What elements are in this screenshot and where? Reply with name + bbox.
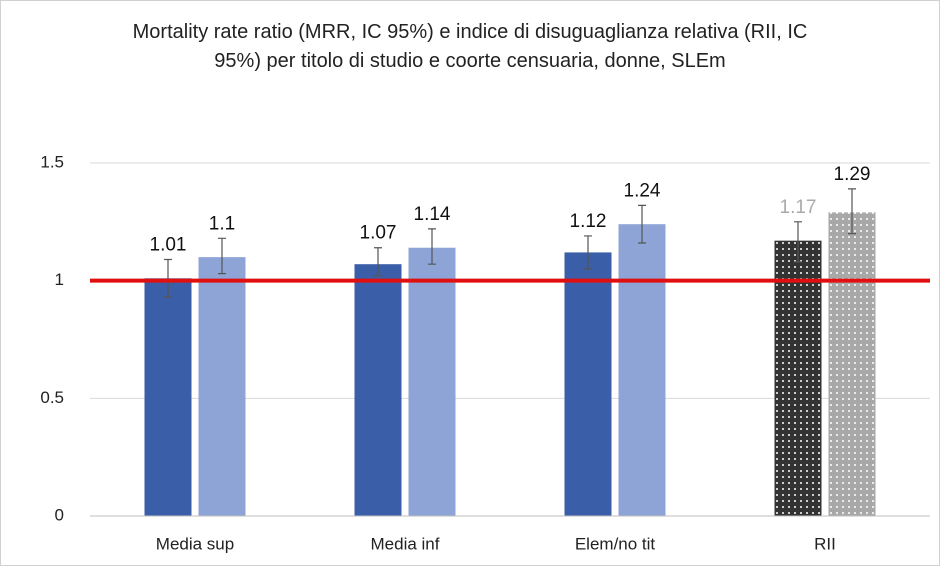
error-bar [584,235,592,270]
bar [828,212,876,517]
error-bar [638,204,646,244]
x-tick-label: Elem/no tit [575,534,656,553]
error-bar [164,258,172,298]
data-label: 1.14 [414,204,451,225]
error-bar [794,221,802,263]
y-tick-label: 1.5 [40,152,64,171]
data-label: 1.1 [209,213,235,234]
bar [774,240,822,516]
data-label: 1.12 [570,211,607,232]
data-label: 1.29 [834,164,871,185]
bar [354,264,402,516]
error-bar [428,228,436,265]
error-bar [218,237,226,275]
x-tick-label: RII [814,534,836,553]
x-tick-label: Media inf [371,534,440,553]
bar [564,252,612,516]
chart-title: Mortality rate ratio (MRR, IC 95%) e ind… [132,21,808,72]
bar [408,247,456,516]
y-tick-label: 1 [55,270,64,289]
error-bar [848,188,856,235]
data-label: 1.07 [360,223,397,244]
bar [618,224,666,517]
error-bar [374,247,382,277]
data-label: 1.24 [624,180,661,201]
data-label: 1.01 [150,235,187,256]
x-tick-label: Media sup [156,534,234,553]
y-tick-label: 0.5 [40,388,64,407]
data-label: 1.17 [780,197,817,218]
y-tick-label: 0 [55,505,64,524]
bar [198,257,246,516]
bar [144,278,192,516]
